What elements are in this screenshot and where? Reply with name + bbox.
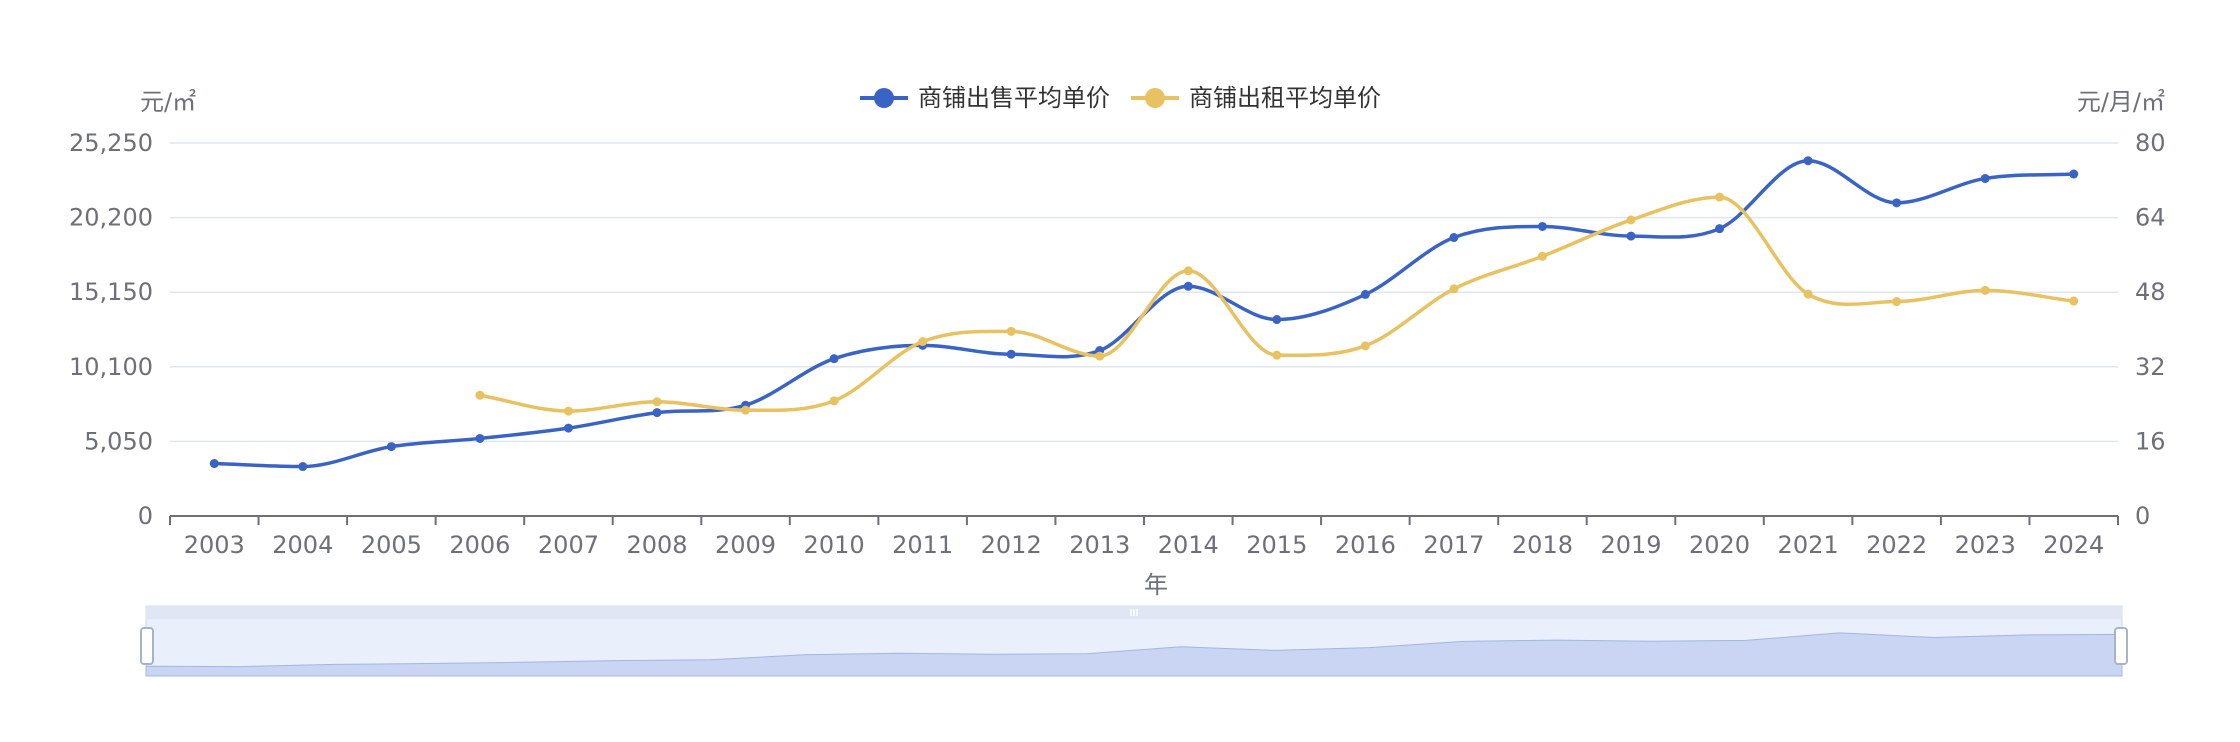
data-point-rent bbox=[1095, 351, 1105, 361]
data-point-rent bbox=[918, 337, 928, 347]
x-tick-label: 2022 bbox=[1866, 531, 1927, 559]
data-point-sale bbox=[1537, 221, 1547, 231]
data-point-rent bbox=[1183, 266, 1193, 276]
data-point-rent bbox=[1980, 285, 1990, 295]
left-tick-label: 0 bbox=[138, 502, 153, 530]
x-tick-label: 2009 bbox=[715, 531, 776, 559]
x-tick-label: 2016 bbox=[1335, 531, 1396, 559]
x-tick-label: 2007 bbox=[538, 531, 599, 559]
data-zoom-grip-icon bbox=[1130, 609, 1138, 616]
x-tick-label: 2021 bbox=[1778, 531, 1839, 559]
left-y-axis: 0 5,050 10,100 15,150 20,200 25,250 bbox=[69, 129, 153, 530]
x-tick-label: 2019 bbox=[1600, 531, 1661, 559]
left-tick-label: 20,200 bbox=[69, 204, 153, 232]
legend-sale-label: 商铺出售平均单价 bbox=[918, 84, 1110, 112]
data-point-sale bbox=[386, 442, 396, 452]
left-tick-label: 5,050 bbox=[84, 427, 153, 455]
x-tick-label: 2024 bbox=[2043, 531, 2104, 559]
x-tick-label: 2014 bbox=[1158, 531, 1219, 559]
x-tick-label: 2020 bbox=[1689, 531, 1750, 559]
data-point-sale bbox=[563, 423, 573, 433]
right-axis-unit: 元/月/㎡ bbox=[2077, 88, 2165, 116]
data-point-sale bbox=[475, 433, 485, 443]
series-line-rent bbox=[479, 195, 2074, 413]
data-point-rent bbox=[563, 406, 573, 416]
legend-item-rent[interactable]: 商铺出租平均单价 bbox=[1131, 84, 1381, 112]
legend-rent-label: 商铺出租平均单价 bbox=[1189, 84, 1381, 112]
data-point-rent bbox=[1449, 284, 1459, 294]
x-axis-title: 年 bbox=[1144, 571, 1168, 599]
legend-sale-marker bbox=[874, 88, 894, 108]
legend-rent-marker bbox=[1145, 88, 1165, 108]
data-point-sale bbox=[1626, 231, 1636, 241]
x-tick-label: 2023 bbox=[1955, 531, 2016, 559]
left-tick-label: 10,100 bbox=[69, 353, 153, 381]
x-tick-label: 2010 bbox=[804, 531, 865, 559]
left-tick-label: 15,150 bbox=[69, 278, 153, 306]
series-line-sale bbox=[214, 158, 2074, 469]
x-tick-label: 2013 bbox=[1069, 531, 1130, 559]
x-tick-label: 2006 bbox=[449, 531, 510, 559]
right-tick-label: 64 bbox=[2135, 204, 2166, 232]
data-point-sale bbox=[1803, 156, 1813, 166]
data-point-rent bbox=[1272, 350, 1282, 360]
data-point-rent bbox=[475, 390, 485, 400]
data-point-rent bbox=[1360, 341, 1370, 351]
x-tick-label: 2011 bbox=[892, 531, 953, 559]
x-axis: 2003 2004 2005 2006 2007 2008 2009 2010 2011 2012… bbox=[169, 515, 2119, 559]
grid-lines bbox=[170, 142, 2118, 443]
data-zoom-selection[interactable] bbox=[146, 619, 2122, 676]
data-point-sale bbox=[652, 408, 662, 418]
data-point-rent bbox=[1537, 251, 1547, 261]
right-tick-label: 48 bbox=[2135, 278, 2166, 306]
data-point-sale bbox=[1980, 173, 1990, 183]
x-tick-label: 2018 bbox=[1512, 531, 1573, 559]
data-point-sale bbox=[1892, 198, 1902, 208]
data-point-sale bbox=[829, 354, 839, 364]
right-tick-label: 0 bbox=[2135, 502, 2150, 530]
data-point-sale bbox=[2069, 169, 2079, 179]
right-y-axis: 0 16 32 48 64 80 bbox=[2135, 129, 2166, 530]
x-tick-label: 2003 bbox=[184, 531, 245, 559]
data-zoom-preview-area bbox=[145, 632, 2123, 677]
legend-item-sale[interactable]: 商铺出售平均单价 bbox=[860, 84, 1110, 112]
data-point-rent bbox=[1626, 215, 1636, 225]
data-point-rent bbox=[2069, 296, 2079, 306]
left-axis-unit: 元/㎡ bbox=[140, 88, 196, 116]
data-point-rent bbox=[1892, 297, 1902, 307]
data-point-sale bbox=[209, 459, 219, 469]
data-zoom-left-handle[interactable] bbox=[140, 627, 154, 665]
data-point-sale bbox=[1360, 289, 1370, 299]
data-point-rent bbox=[1006, 326, 1016, 336]
x-tick-label: 2004 bbox=[272, 531, 333, 559]
data-zoom-slider[interactable] bbox=[140, 605, 2128, 677]
x-tick-label: 2008 bbox=[626, 531, 687, 559]
x-tick-label: 2017 bbox=[1423, 531, 1484, 559]
data-zoom-right-handle[interactable] bbox=[2114, 627, 2128, 665]
data-point-sale bbox=[298, 462, 308, 472]
data-point-rent bbox=[829, 396, 839, 406]
data-point-sale bbox=[1183, 281, 1193, 291]
right-tick-label: 32 bbox=[2135, 353, 2166, 381]
data-point-rent bbox=[1715, 192, 1725, 202]
x-tick-label: 2005 bbox=[361, 531, 422, 559]
data-point-rent bbox=[741, 405, 751, 415]
series-layer bbox=[209, 156, 2079, 472]
data-point-sale bbox=[1449, 233, 1459, 243]
x-tick-label: 2015 bbox=[1246, 531, 1307, 559]
data-point-sale bbox=[1272, 315, 1282, 325]
data-point-sale bbox=[1006, 349, 1016, 359]
data-point-rent bbox=[1803, 289, 1813, 299]
data-point-rent bbox=[652, 397, 662, 407]
right-tick-label: 16 bbox=[2135, 427, 2166, 455]
right-tick-label: 80 bbox=[2135, 129, 2166, 157]
legend: 商铺出售平均单价 商铺出租平均单价 bbox=[860, 84, 1381, 112]
left-tick-label: 25,250 bbox=[69, 129, 153, 157]
data-point-sale bbox=[1715, 224, 1725, 234]
x-tick-label: 2012 bbox=[981, 531, 1042, 559]
